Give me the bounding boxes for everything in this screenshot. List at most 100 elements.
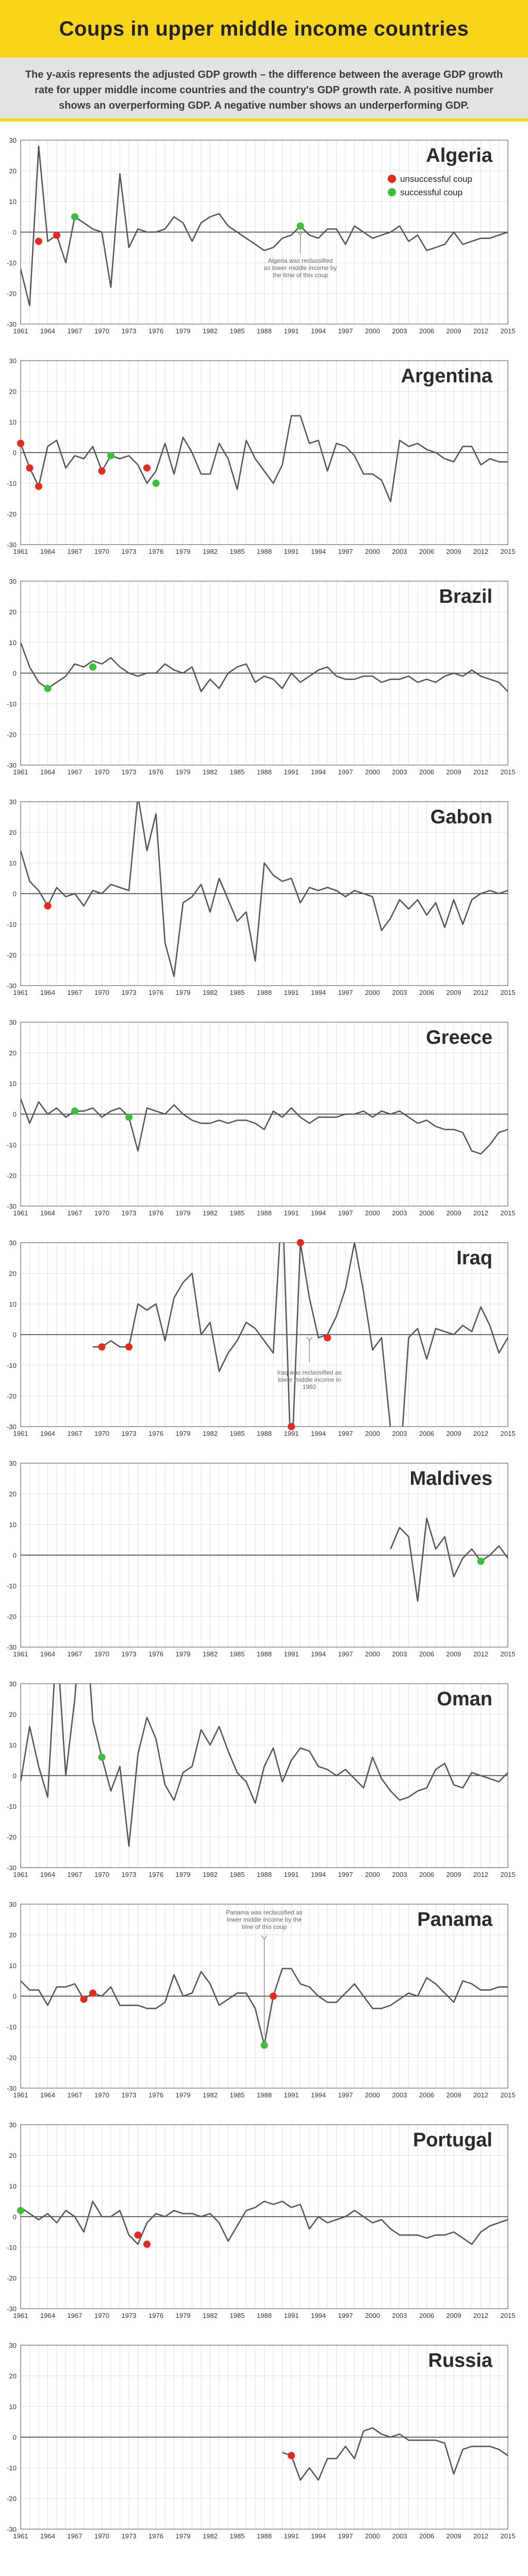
x-tick-label: 1976 bbox=[148, 2312, 163, 2319]
x-tick-label: 1976 bbox=[148, 1430, 163, 1437]
country-title: Oman bbox=[437, 1688, 492, 1710]
coup-marker-successful bbox=[71, 1107, 78, 1115]
coup-marker-unsuccessful bbox=[296, 1239, 304, 1246]
x-tick-label: 2012 bbox=[473, 768, 488, 776]
coup-marker-unsuccessful bbox=[98, 1343, 106, 1351]
x-tick-label: 2003 bbox=[392, 1871, 407, 1878]
x-tick-label: 2012 bbox=[473, 1871, 488, 1878]
y-tick-label: 0 bbox=[13, 1111, 16, 1118]
x-tick-label: 1979 bbox=[176, 2312, 191, 2319]
x-tick-label: 2006 bbox=[419, 2091, 434, 2099]
coup-marker-successful bbox=[44, 685, 52, 692]
x-tick-label: 1994 bbox=[311, 548, 326, 555]
y-tick-label: 0 bbox=[13, 1772, 16, 1780]
x-tick-label: 1997 bbox=[338, 1430, 353, 1437]
x-tick-label: 1982 bbox=[203, 1430, 218, 1437]
y-tick-label: -20 bbox=[7, 2275, 16, 2282]
x-tick-label: 1991 bbox=[284, 1209, 299, 1217]
x-tick-label: 2000 bbox=[365, 2091, 380, 2099]
x-tick-label: 1964 bbox=[40, 1871, 55, 1878]
x-tick-label: 2003 bbox=[392, 548, 407, 555]
x-tick-label: 1988 bbox=[257, 2312, 272, 2319]
x-tick-label: 2009 bbox=[447, 989, 461, 996]
y-tick-label: 30 bbox=[9, 578, 16, 585]
x-tick-label: 1961 bbox=[13, 1871, 28, 1878]
y-tick-label: 10 bbox=[9, 2403, 16, 2411]
x-tick-label: 1991 bbox=[284, 1871, 299, 1878]
y-tick-label: -10 bbox=[7, 480, 16, 487]
x-tick-label: 1973 bbox=[122, 1650, 137, 1658]
x-tick-label: 2009 bbox=[447, 768, 461, 776]
plot-frame bbox=[20, 2124, 508, 2309]
coup-marker-unsuccessful bbox=[125, 1343, 133, 1351]
y-tick-label: 0 bbox=[13, 1552, 16, 1560]
country-title: Russia bbox=[428, 2350, 492, 2371]
x-tick-label: 1973 bbox=[122, 548, 137, 555]
x-tick-label: 1985 bbox=[230, 327, 245, 335]
series-line bbox=[21, 642, 508, 692]
y-tick-label: 30 bbox=[9, 137, 16, 144]
y-tick-label: 30 bbox=[9, 798, 16, 806]
coup-marker-successful bbox=[477, 1557, 485, 1565]
y-tick-label: 10 bbox=[9, 198, 16, 206]
y-tick-label: 0 bbox=[13, 2434, 16, 2442]
annotation-arrowhead bbox=[298, 231, 303, 236]
x-tick-label: 1961 bbox=[13, 768, 28, 776]
x-tick-label: 1991 bbox=[284, 1430, 299, 1437]
y-tick-label: 30 bbox=[9, 1901, 16, 1908]
x-tick-label: 1967 bbox=[68, 548, 82, 555]
x-tick-label: 1967 bbox=[68, 1430, 82, 1437]
y-tick-label: -10 bbox=[7, 921, 16, 928]
y-tick-label: -30 bbox=[7, 982, 16, 990]
y-tick-label: 10 bbox=[9, 639, 16, 647]
country-title: Greece bbox=[426, 1027, 492, 1048]
coup-marker-unsuccessful bbox=[143, 464, 151, 472]
x-tick-label: 1988 bbox=[257, 1650, 272, 1658]
legend-unsuccessful-label: unsuccessful coup bbox=[400, 174, 472, 184]
x-tick-label: 1997 bbox=[338, 548, 353, 555]
x-tick-label: 1979 bbox=[176, 768, 191, 776]
x-tick-label: 1997 bbox=[338, 2091, 353, 2099]
x-tick-label: 1970 bbox=[94, 327, 109, 335]
x-tick-label: 1967 bbox=[68, 2091, 82, 2099]
y-tick-label: 10 bbox=[9, 859, 16, 867]
y-tick-label: -30 bbox=[7, 1864, 16, 1872]
x-tick-label: 1988 bbox=[257, 1871, 272, 1878]
x-tick-label: 1976 bbox=[148, 2532, 163, 2540]
x-tick-label: 1961 bbox=[13, 2532, 28, 2540]
x-tick-label: 1979 bbox=[176, 989, 191, 996]
x-tick-label: 1967 bbox=[68, 2532, 82, 2540]
x-tick-label: 1964 bbox=[40, 548, 55, 555]
x-tick-label: 1997 bbox=[338, 1871, 353, 1878]
y-tick-label: -20 bbox=[7, 2495, 16, 2503]
y-tick-label: 10 bbox=[9, 1080, 16, 1088]
x-tick-label: 1991 bbox=[284, 548, 299, 555]
x-tick-label: 1967 bbox=[68, 327, 82, 335]
plot-frame bbox=[20, 1683, 508, 1868]
plot-frame bbox=[20, 360, 508, 545]
x-tick-label: 1976 bbox=[148, 548, 163, 555]
y-tick-label: -20 bbox=[7, 2054, 16, 2062]
x-tick-label: 2015 bbox=[501, 768, 516, 776]
x-tick-label: 2012 bbox=[473, 1650, 488, 1658]
x-tick-label: 2006 bbox=[419, 1209, 434, 1217]
coup-marker-successful bbox=[17, 2207, 24, 2214]
coup-marker-unsuccessful bbox=[288, 1423, 295, 1430]
x-tick-label: 2015 bbox=[501, 548, 516, 555]
legend-unsuccessful-marker bbox=[388, 175, 396, 183]
x-tick-label: 1973 bbox=[122, 327, 137, 335]
y-tick-label: -10 bbox=[7, 2464, 16, 2472]
x-tick-label: 1982 bbox=[203, 1650, 218, 1658]
x-tick-label: 2015 bbox=[501, 327, 516, 335]
x-tick-label: 2012 bbox=[473, 2532, 488, 2540]
x-tick-label: 2009 bbox=[447, 2091, 461, 2099]
x-tick-label: 1982 bbox=[203, 327, 218, 335]
x-tick-label: 1970 bbox=[94, 2312, 109, 2319]
coup-marker-successful bbox=[152, 480, 160, 487]
x-tick-label: 1997 bbox=[338, 768, 353, 776]
x-tick-label: 2006 bbox=[419, 327, 434, 335]
